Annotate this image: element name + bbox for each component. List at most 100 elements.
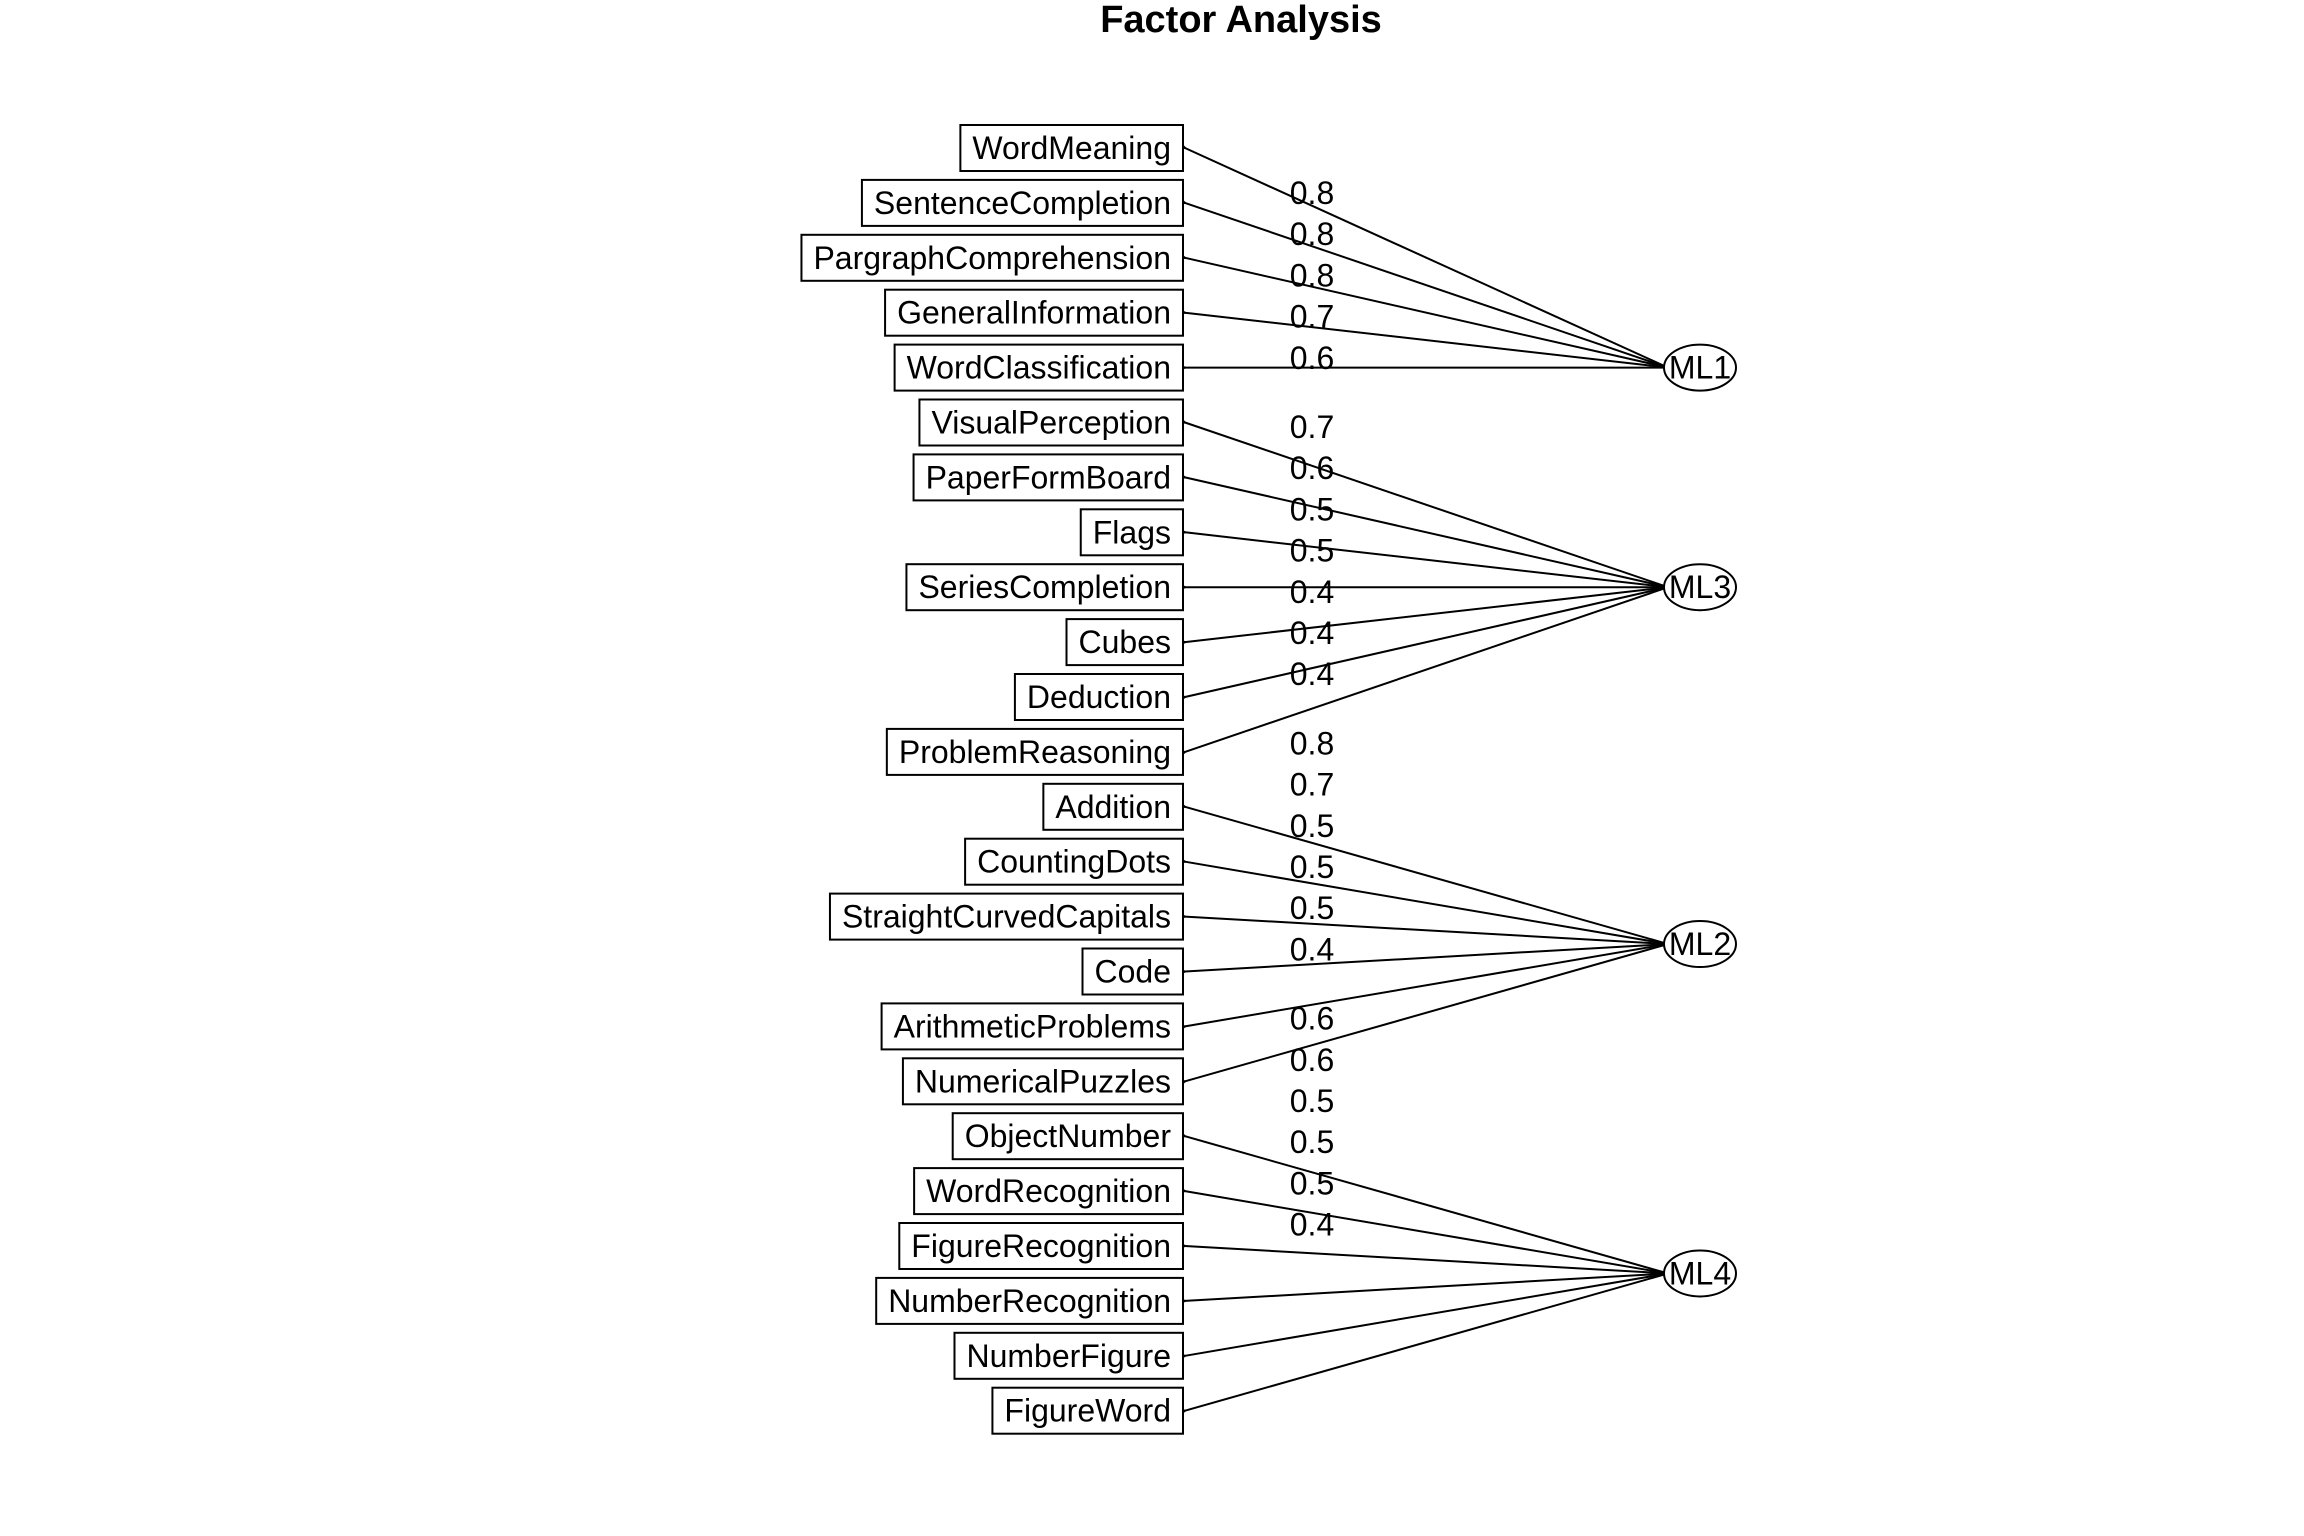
loading-label: 0.7	[1290, 409, 1334, 445]
variable-node-series-completion: SeriesCompletion	[905, 563, 1184, 612]
factor-node-ml3: ML3	[1663, 563, 1737, 612]
variable-node-object-number: ObjectNumber	[951, 1112, 1184, 1161]
path-ml4-to-number-figure	[1185, 1272, 1669, 1355]
path-ml2-to-numerical-puzzles	[1185, 943, 1669, 1081]
loading-label: 0.4	[1290, 931, 1334, 967]
loadings-layer: 0.8 0.8 0.8 0.7 0.6 0.7 0.6 0.5 0.5 0.4 0.4 0.4 0.8 0…	[1290, 175, 1334, 1243]
variable-label: PargraphComprehension	[813, 240, 1171, 276]
variable-label: VisualPerception	[931, 405, 1171, 441]
variable-label: PaperFormBoard	[926, 459, 1171, 495]
variable-box	[918, 398, 1184, 447]
path-ml3-to-cubes	[1185, 586, 1669, 642]
variable-label: ArithmeticProblems	[894, 1008, 1171, 1044]
variable-label: SeriesCompletion	[918, 569, 1171, 605]
variable-label: WordRecognition	[926, 1173, 1171, 1209]
variable-node-number-recognition: NumberRecognition	[875, 1276, 1184, 1325]
variable-box	[880, 1002, 1184, 1051]
path-ml2-to-code	[1185, 943, 1669, 971]
loading-label: 0.5	[1290, 890, 1334, 926]
variable-node-code: Code	[1081, 947, 1184, 996]
variable-label: NumericalPuzzles	[915, 1063, 1171, 1099]
loading-label: 0.6	[1290, 1001, 1334, 1037]
variable-box	[1013, 673, 1184, 721]
loading-label: 0.6	[1290, 1042, 1334, 1078]
factor-label: ML2	[1669, 926, 1731, 962]
variable-label: WordClassification	[907, 350, 1171, 386]
variable-node-deduction: Deduction	[1013, 673, 1184, 721]
path-ml2-to-addition	[1185, 807, 1669, 946]
variable-box	[800, 233, 1184, 282]
loading-label: 0.8	[1290, 257, 1334, 293]
variable-box	[991, 1386, 1184, 1435]
path-ml3-to-problem-reasoning	[1185, 586, 1669, 752]
factor-ellipse	[1663, 920, 1737, 969]
variable-label: Code	[1095, 954, 1172, 990]
path-ml1-to-sentence-completion	[1185, 203, 1669, 369]
variable-box	[860, 178, 1184, 227]
variable-node-word-classification: WordClassification	[893, 343, 1184, 392]
variable-box	[905, 563, 1184, 612]
variable-node-word-meaning: WordMeaning	[959, 124, 1184, 172]
variable-label: NumberRecognition	[888, 1283, 1171, 1319]
variable-node-straight-curved-capitals: StraightCurvedCapitals	[828, 892, 1184, 941]
factor-node-ml4: ML4	[1663, 1249, 1737, 1298]
variable-label: CountingDots	[977, 844, 1171, 880]
variable-box	[875, 1276, 1184, 1325]
variable-label: Deduction	[1027, 679, 1171, 715]
path-ml4-to-number-recognition	[1185, 1272, 1669, 1300]
variable-node-pargraph-comprehension: PargraphComprehension	[800, 233, 1184, 282]
factor-ellipse	[1663, 1249, 1737, 1298]
path-ml4-to-figure-recognition	[1185, 1246, 1669, 1275]
variable-node-cubes: Cubes	[1065, 618, 1184, 667]
loading-label: 0.4	[1290, 1207, 1334, 1243]
variable-label: Addition	[1055, 789, 1171, 825]
loading-label: 0.5	[1290, 808, 1334, 844]
variable-label: WordMeaning	[972, 130, 1171, 166]
path-ml2-to-counting-dots	[1185, 862, 1669, 946]
path-ml2-to-straight-curved-capitals	[1185, 917, 1669, 946]
loading-label: 0.5	[1290, 533, 1334, 569]
variable-label: ProblemReasoning	[899, 734, 1171, 770]
loading-label: 0.5	[1290, 1083, 1334, 1119]
variable-node-number-figure: NumberFigure	[953, 1331, 1184, 1380]
variable-box	[964, 837, 1184, 886]
paths-layer	[1185, 148, 1669, 1411]
loading-label: 0.7	[1290, 299, 1334, 335]
variable-label: SentenceCompletion	[874, 185, 1171, 221]
variable-label: StraightCurvedCapitals	[842, 899, 1171, 935]
diagram-title: Factor Analysis	[1100, 0, 1382, 41]
variable-node-paper-form-board: PaperFormBoard	[912, 453, 1184, 502]
variable-box	[912, 453, 1184, 502]
path-ml1-to-word-meaning	[1185, 148, 1669, 369]
path-ml4-to-figure-word	[1185, 1272, 1669, 1410]
factor-label: ML3	[1669, 569, 1731, 605]
factor-label: ML1	[1669, 350, 1731, 386]
variable-label: FigureWord	[1004, 1393, 1171, 1429]
path-ml4-to-object-number	[1185, 1136, 1669, 1275]
nodes-layer: WordMeaning SentenceCompletion PargraphCom…	[800, 124, 1737, 1435]
variable-box	[913, 1167, 1184, 1216]
loading-label: 0.6	[1290, 340, 1334, 376]
variable-label: Cubes	[1079, 624, 1172, 660]
variable-box	[951, 1112, 1184, 1161]
variable-box	[901, 1057, 1184, 1106]
path-ml1-to-pargraph-comprehension	[1185, 258, 1669, 369]
variable-node-numerical-puzzles: NumericalPuzzles	[901, 1057, 1184, 1106]
path-ml4-to-word-recognition	[1185, 1191, 1669, 1275]
loading-label: 0.5	[1290, 1124, 1334, 1160]
path-ml2-to-arithmetic-problems	[1185, 943, 1669, 1026]
variable-node-figure-recognition: FigureRecognition	[898, 1222, 1184, 1270]
loading-label: 0.5	[1290, 1165, 1334, 1201]
factor-node-ml1: ML1	[1663, 343, 1737, 392]
variable-node-sentence-completion: SentenceCompletion	[860, 178, 1184, 227]
factor-node-ml2: ML2	[1663, 920, 1737, 969]
loading-label: 0.8	[1290, 216, 1334, 252]
variable-box	[1042, 782, 1184, 831]
loading-label: 0.4	[1290, 656, 1334, 692]
variable-node-counting-dots: CountingDots	[964, 837, 1184, 886]
variable-box	[1065, 618, 1184, 667]
loading-label: 0.8	[1290, 175, 1334, 211]
path-ml3-to-deduction	[1185, 586, 1669, 697]
variable-box	[885, 727, 1184, 776]
